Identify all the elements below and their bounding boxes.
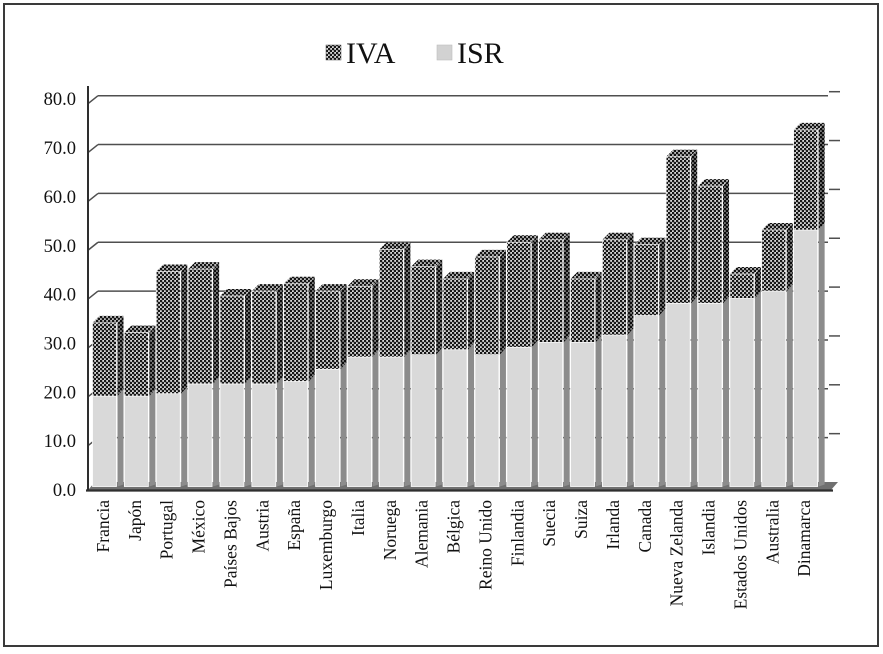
x-axis-label: Dinamarca xyxy=(794,500,814,577)
bar-finlandia xyxy=(506,235,538,487)
bar-noruega xyxy=(378,242,411,487)
x-axis-label: Portugal xyxy=(157,500,177,559)
x-axis-label: Suecia xyxy=(539,500,559,547)
y-axis-label: 30.0 xyxy=(44,334,76,354)
bar-italia xyxy=(347,279,379,487)
y-axis-label: 70.0 xyxy=(44,139,76,159)
bar-austria xyxy=(251,284,283,487)
bar-bélgica xyxy=(442,271,475,487)
x-axis-label: Bélgica xyxy=(444,500,464,554)
x-axis-label: Noruega xyxy=(380,500,400,560)
x-axis-label: Nueva Zelanda xyxy=(667,500,687,607)
x-axis-label: Austria xyxy=(252,500,272,552)
x-axis-label: Luxemburgo xyxy=(316,500,336,590)
plot-area: Francia Japón Portugal México Países Bajos Au… xyxy=(44,86,840,609)
bar-francia xyxy=(92,315,124,487)
x-axis-label: Estados Unidos xyxy=(730,500,750,610)
x-axis-label: Italia xyxy=(348,500,368,536)
bar-suiza xyxy=(570,271,602,487)
bar-suecia xyxy=(538,232,570,487)
x-axis-label: Finlandia xyxy=(507,500,527,566)
bar-méxico xyxy=(187,262,220,487)
x-axis-label: Alemania xyxy=(412,500,432,568)
y-axis-label: 10.0 xyxy=(44,432,76,452)
x-axis-label: Reino Unido xyxy=(475,500,495,590)
x-axis-label: España xyxy=(284,500,304,551)
bar-españa xyxy=(283,276,315,487)
y-axis-label: 80.0 xyxy=(44,90,76,110)
x-axis-label: Países Bajos xyxy=(220,500,240,588)
bar-islandia xyxy=(697,179,730,487)
legend-label-iva: IVA xyxy=(346,37,396,70)
bar-luxemburgo xyxy=(315,284,347,487)
x-axis-label: México xyxy=(189,500,209,554)
bar-australia xyxy=(761,223,793,487)
y-axis-label: 20.0 xyxy=(44,383,76,403)
x-axis-label: Canada xyxy=(635,500,655,553)
x-axis-label: Suiza xyxy=(571,500,591,539)
bar-alemania xyxy=(410,259,443,487)
legend-label-isr: ISR xyxy=(457,37,504,70)
legend: IVA ISR xyxy=(325,37,504,70)
x-axis-label: Japón xyxy=(125,500,145,541)
bar-japón xyxy=(123,325,156,487)
x-axis-label: Francia xyxy=(93,500,113,553)
x-axis-label: Australia xyxy=(762,500,782,564)
bar-nueva-zelanda xyxy=(665,149,698,487)
y-axis-label: 60.0 xyxy=(44,188,76,208)
x-axis-label: Irlanda xyxy=(603,500,623,550)
bar-portugal xyxy=(155,264,188,487)
bar-irlanda xyxy=(602,232,634,487)
bar-países-bajos xyxy=(219,288,251,487)
y-axis-label: 40.0 xyxy=(44,286,76,306)
x-axis-label: Islandia xyxy=(699,500,719,556)
bar-dinamarca xyxy=(793,122,825,487)
bar-reino-unido xyxy=(474,249,506,487)
legend-swatch-iva xyxy=(325,44,342,61)
y-axis-label: 50.0 xyxy=(44,237,76,257)
legend-swatch-isr xyxy=(436,44,453,61)
y-axis-label: 0.0 xyxy=(53,481,76,501)
bar-estados-unidos xyxy=(729,267,761,487)
bar-canada xyxy=(633,237,666,487)
